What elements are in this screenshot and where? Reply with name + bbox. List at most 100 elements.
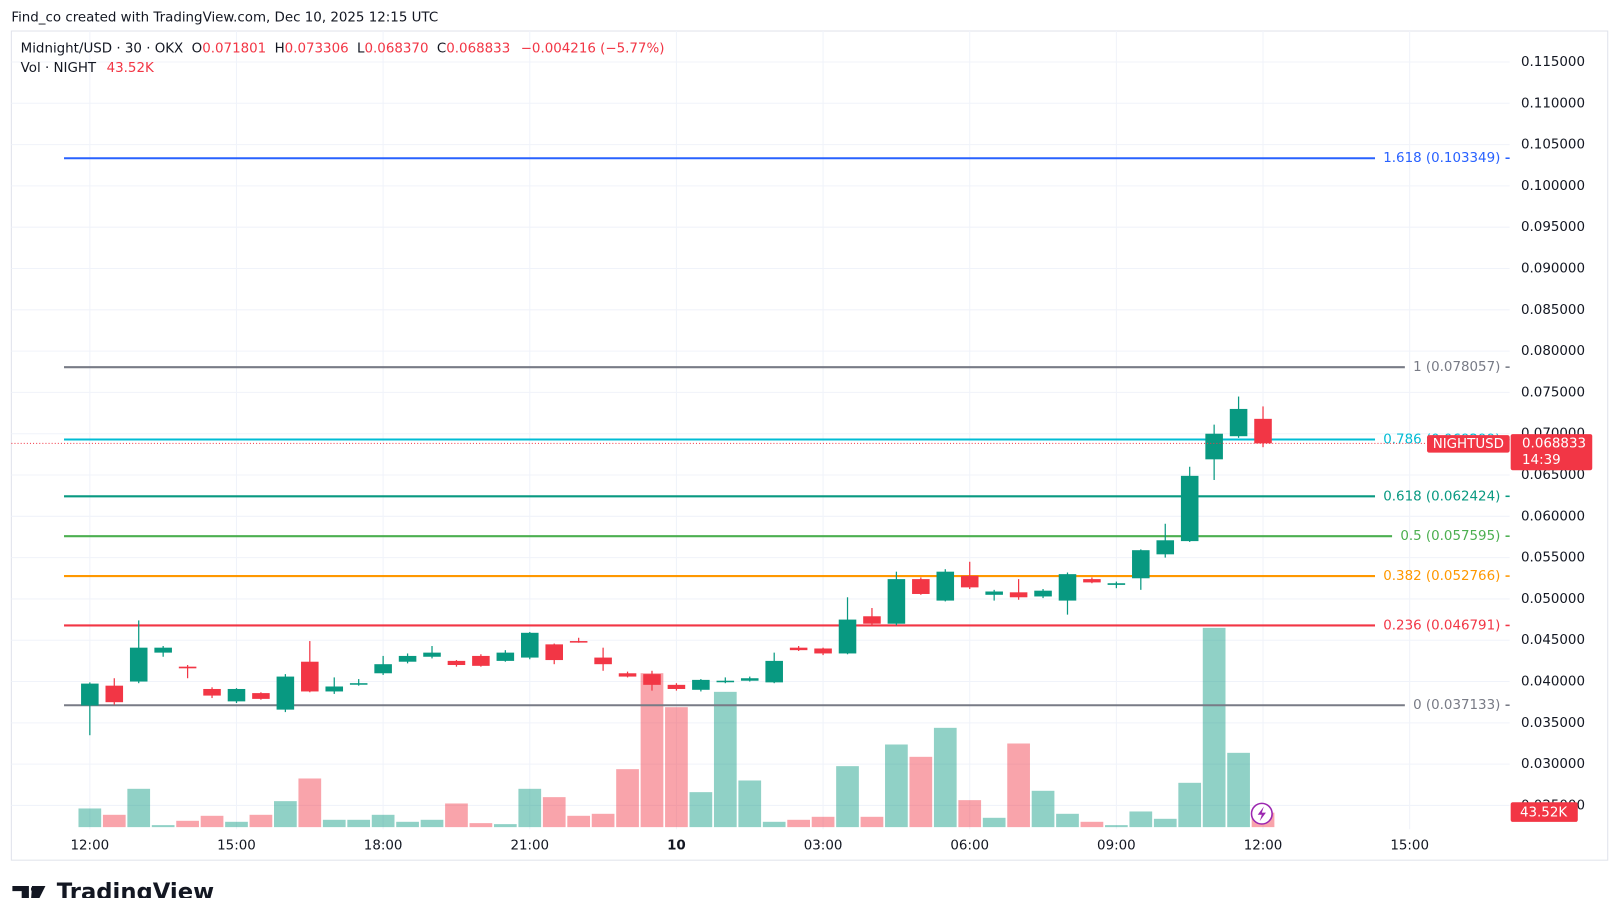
candle-body	[178, 666, 197, 669]
y-tick-label: 0.040000	[1521, 675, 1585, 690]
candle-body	[398, 655, 417, 662]
candle-body	[203, 688, 221, 696]
y-tick-label: 0.095000	[1521, 220, 1585, 235]
candle-body	[985, 591, 1003, 595]
fib-label: 0.5 (0.057595)	[1400, 529, 1500, 544]
candle-body	[838, 619, 857, 654]
candle-body	[1254, 418, 1272, 444]
y-tick-label: 0.080000	[1521, 344, 1585, 359]
volume-bar	[274, 801, 297, 828]
volume-bar	[225, 821, 248, 828]
legend-symbol: Midnight/USD · 30 · OKX	[21, 42, 184, 57]
candle-body	[472, 655, 490, 666]
candle-body	[129, 647, 148, 682]
x-tick-label: 21:00	[510, 839, 549, 854]
candle-body	[227, 688, 246, 702]
candle-body	[887, 579, 906, 624]
volume-bar	[787, 819, 810, 828]
legend-close-label: C	[437, 42, 446, 57]
volume-bar	[542, 797, 566, 828]
volume-bar	[811, 816, 835, 828]
volume-bar	[689, 792, 713, 828]
y-tick-label: 0.090000	[1521, 262, 1585, 277]
x-tick-label: 15:00	[217, 839, 256, 854]
candle-body	[154, 647, 172, 653]
candle-body	[569, 641, 588, 643]
volume-bar	[1129, 811, 1153, 828]
volume-bar	[176, 820, 199, 828]
candle-body	[1180, 475, 1199, 542]
x-tick-label: 15:00	[1390, 839, 1429, 854]
y-tick-label: 0.100000	[1521, 179, 1585, 194]
volume-bar	[1227, 752, 1250, 828]
volume-bar	[713, 691, 737, 828]
fib-label: 0.236 (0.046791)	[1383, 618, 1500, 633]
candle-body	[349, 683, 368, 685]
volume-bar	[640, 673, 664, 828]
fib-label: 0.618 (0.062424)	[1383, 489, 1500, 504]
fib-label: 1 (0.078057)	[1413, 360, 1500, 375]
y-tick-label: 0.115000	[1521, 55, 1585, 70]
volume-bar	[909, 756, 933, 828]
volume-bar	[493, 824, 517, 828]
candle-body	[521, 632, 539, 658]
candle-body	[81, 683, 99, 706]
candle-body	[496, 652, 515, 661]
legend-ohlc: Midnight/USD · 30 · OKX O0.071801 H0.073…	[21, 42, 665, 57]
volume-bar	[836, 766, 859, 828]
volume-bar	[860, 816, 884, 828]
volume-bar	[885, 744, 908, 828]
volume-bar	[347, 819, 371, 828]
fib-layer: 1.618 (0.103349)1 (0.078057)0.786 (0.069…	[64, 151, 1510, 713]
volume-bar	[249, 814, 273, 828]
candle-layer	[81, 396, 1272, 736]
candle-body	[789, 647, 808, 651]
volume-bar	[738, 780, 762, 828]
legend-high: 0.073306	[285, 42, 349, 57]
volume-bar	[1031, 790, 1055, 828]
volume-bar	[1178, 782, 1202, 828]
volume-bar	[762, 821, 786, 828]
volume-bar	[1080, 821, 1104, 828]
alert-bolt	[1257, 806, 1266, 821]
candle-body	[1229, 408, 1248, 437]
candle-body	[252, 693, 270, 699]
candle-body	[1132, 550, 1150, 579]
volume-bar	[1056, 813, 1079, 828]
axes-layer: 0.115000 0.110000 0.105000 0.100000 0.095000…	[71, 55, 1585, 854]
fib-label: 0 (0.037133)	[1413, 698, 1500, 713]
candle-body	[1009, 592, 1028, 598]
candle-body	[325, 686, 344, 692]
legend-volume-value: 43.52K	[107, 61, 155, 76]
volume-bar	[420, 819, 444, 828]
chart-frame	[10, 30, 1609, 861]
x-tick-label: 10	[667, 839, 686, 854]
candle-body	[863, 616, 881, 624]
volume-bar	[616, 769, 639, 828]
price-tag	[1510, 434, 1593, 471]
candle-body	[1156, 540, 1175, 555]
legend-low-label: L	[357, 42, 365, 57]
candle-body	[374, 664, 392, 674]
volume-bar	[665, 707, 688, 828]
candle-body	[301, 661, 319, 692]
candle-body	[936, 571, 955, 601]
volume-bar	[958, 800, 982, 828]
volume-bar	[371, 814, 395, 828]
volume-bar	[102, 814, 126, 828]
volume-tag	[1510, 802, 1578, 822]
candle-body	[1107, 583, 1126, 585]
volume-bar	[322, 819, 346, 828]
price-tag-value: 0.068833	[1522, 436, 1586, 451]
candle-body	[765, 660, 783, 683]
candle-body	[960, 575, 979, 588]
y-tick-label: 0.065000	[1521, 468, 1585, 483]
candle-body	[447, 660, 466, 666]
volume-bar	[591, 813, 615, 828]
candle-body	[1034, 590, 1052, 597]
legend-low: 0.068370	[365, 42, 429, 57]
legend-change: −0.004216 (−5.77%)	[521, 42, 665, 57]
candle-body	[1205, 433, 1223, 460]
x-tick-label: 12:00	[1244, 839, 1283, 854]
